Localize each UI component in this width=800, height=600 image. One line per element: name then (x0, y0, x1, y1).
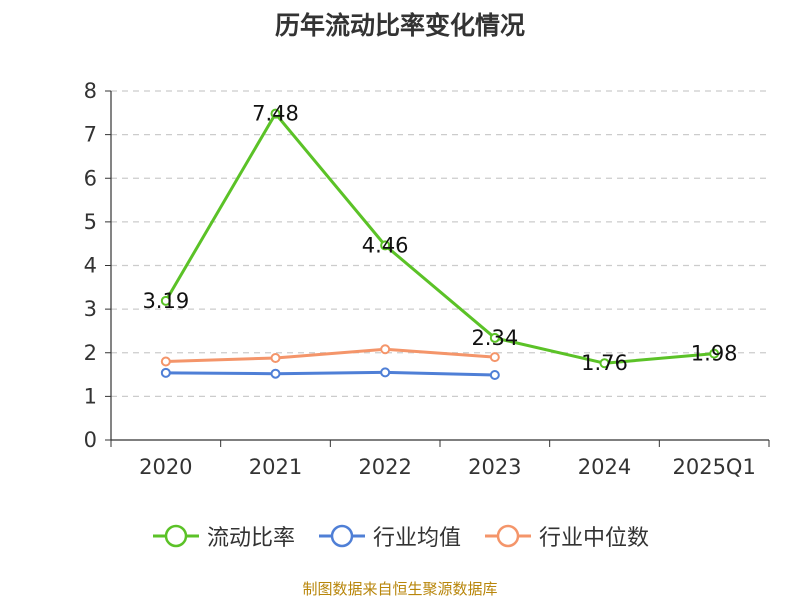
y-tick-label: 3 (84, 297, 97, 321)
legend-line-marker-icon (485, 524, 531, 548)
data-label: 1.76 (581, 351, 628, 375)
data-point (270, 352, 281, 363)
x-tick-label: 2021 (249, 455, 302, 479)
chart-legend: 流动比率 行业均值 行业中位数 (0, 518, 800, 554)
data-point (380, 367, 391, 378)
data-point (489, 352, 500, 363)
x-tick-label: 2025Q1 (672, 455, 755, 479)
data-label: 4.46 (362, 233, 409, 257)
data-label: 3.19 (142, 289, 189, 313)
legend-line-marker-icon (152, 524, 199, 548)
y-tick-label: 6 (84, 166, 97, 190)
y-tick-label: 2 (84, 341, 97, 365)
y-tick-label: 1 (84, 384, 97, 408)
x-tick-label: 2024 (578, 455, 631, 479)
x-tick-label: 2023 (468, 455, 521, 479)
data-point (599, 358, 610, 369)
data-point (270, 368, 281, 379)
data-point (489, 332, 500, 343)
data-point (380, 344, 391, 355)
data-point (380, 240, 391, 251)
data-label: 7.48 (252, 102, 299, 126)
x-tick-label: 2022 (358, 455, 411, 479)
data-source-note: 制图数据来自恒生聚源数据库 (302, 580, 498, 598)
data-point (270, 108, 281, 119)
data-label: 1.98 (691, 342, 738, 366)
series-line (165, 347, 495, 363)
data-point (160, 356, 171, 367)
chart-title: 历年流动比率变化情况 (274, 11, 525, 40)
y-tick-label: 0 (84, 428, 97, 452)
legend-line-marker-icon (318, 524, 365, 548)
data-label: 2.34 (471, 326, 518, 350)
data-point (489, 369, 500, 380)
legend-label: 流动比率 (206, 526, 295, 551)
legend-item[interactable]: 行业中位数 (483, 520, 649, 552)
data-point (709, 348, 720, 359)
legend-item[interactable]: 行业均值 (317, 520, 461, 552)
legend-label: 行业中位数 (539, 526, 650, 551)
y-tick-label: 5 (84, 210, 97, 234)
legend-item[interactable]: 流动比率 (151, 520, 295, 552)
y-tick-label: 4 (84, 254, 97, 278)
x-tick-label: 2020 (139, 455, 192, 479)
legend-label: 行业均值 (372, 526, 461, 551)
y-tick-label: 7 (84, 123, 97, 147)
data-point (160, 367, 171, 378)
y-tick-label: 8 (84, 79, 97, 103)
series-line (165, 370, 495, 377)
series-line (164, 112, 715, 365)
data-point (160, 295, 171, 306)
